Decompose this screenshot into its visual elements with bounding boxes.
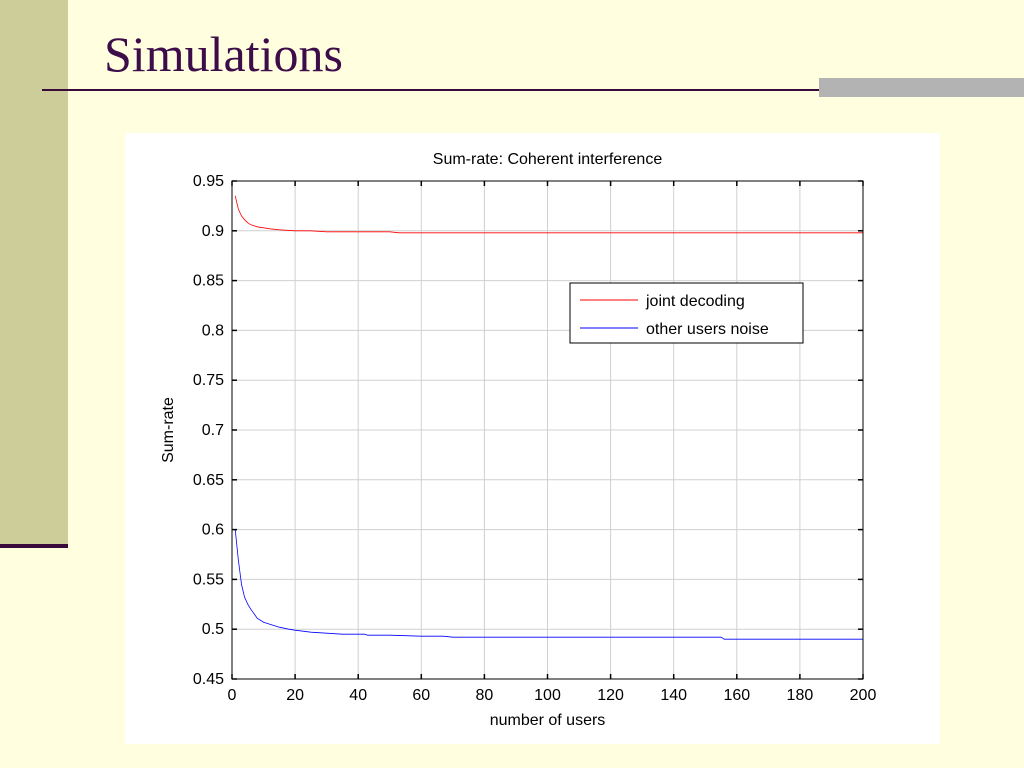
sidebar-decoration	[0, 0, 68, 548]
chart-title: Sum-rate: Coherent interference	[433, 151, 663, 168]
x-tick-label: 180	[787, 687, 814, 704]
y-axis-label: Sum-rate	[160, 397, 177, 463]
y-tick-label: 0.45	[193, 671, 224, 688]
x-tick-label: 160	[723, 687, 750, 704]
x-tick-label: 200	[850, 687, 877, 704]
legend: joint decoding other users noise	[569, 282, 804, 344]
y-tick-label: 0.95	[193, 173, 224, 190]
y-tick-label: 0.55	[193, 571, 224, 588]
x-axis-label: number of users	[490, 712, 606, 729]
series-line-joint-decoding	[234, 195, 863, 234]
slide-title: Simulations	[104, 26, 343, 82]
y-tick-label: 0.65	[193, 472, 224, 489]
legend-label-other-users-noise: other users noise	[646, 321, 769, 338]
axis-ticks	[231, 180, 864, 680]
legend-box	[569, 282, 804, 344]
x-tick-label: 40	[349, 687, 367, 704]
plot-panel	[125, 133, 940, 744]
y-tick-label: 0.75	[193, 372, 224, 389]
y-tick-label: 0.5	[202, 621, 224, 638]
y-tick-labels: 0.45 0.5 0.55 0.6 0.65 0.7 0.75 0.8 0.85 0.9 0.95	[193, 173, 224, 688]
x-tick-label: 0	[228, 687, 237, 704]
line-chart: 0 20 40 60 80 100 120 140 160 180 200 0.450.50.550…	[160, 151, 877, 729]
y-tick-label: 0.7	[202, 422, 224, 439]
sidebar-underline	[0, 544, 68, 548]
x-tick-label: 60	[412, 687, 430, 704]
title-rule-accent	[819, 78, 1024, 97]
x-tick-labels: 0 20 40 60 80 100 120 140 160 180 200	[228, 687, 877, 704]
title-rule	[42, 89, 974, 91]
x-tick-label: 20	[286, 687, 304, 704]
y-tick-label: 0.85	[193, 273, 224, 290]
grid-lines	[231, 180, 864, 680]
series-lines	[234, 195, 863, 640]
y-tick-label: 0.8	[202, 322, 224, 339]
x-tick-label: 80	[476, 687, 494, 704]
y-tick-label: 0.6	[202, 522, 224, 539]
x-tick-label: 100	[534, 687, 561, 704]
series-line-other-users-noise	[234, 529, 863, 640]
y-tick-label: 0.9	[202, 223, 224, 240]
x-tick-label: 120	[597, 687, 624, 704]
x-tick-label: 140	[660, 687, 687, 704]
legend-label-joint-decoding: joint decoding	[645, 293, 745, 310]
